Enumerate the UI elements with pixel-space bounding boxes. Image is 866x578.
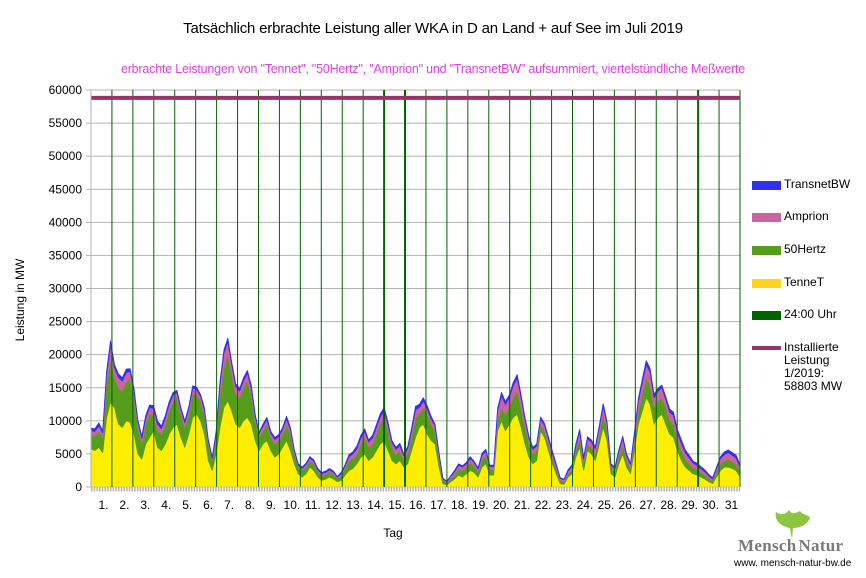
stacked-areas: [90, 337, 741, 488]
x-tick-label: 30.: [702, 498, 719, 512]
x-tick-label: 11.: [305, 498, 321, 512]
y-tick-label: 45000: [49, 182, 83, 196]
legend-item-transnetbw: TransnetBW: [752, 178, 850, 191]
y-tick-label: 20000: [49, 348, 83, 362]
x-tick-label: 27.: [639, 498, 656, 512]
y-tick-label: 15000: [49, 381, 83, 395]
x-tick-label: 16.: [409, 498, 426, 512]
y-tick-label: 10000: [49, 414, 83, 428]
legend-swatch-50hertz: [752, 246, 781, 255]
legend-swatch-transnetbw: [752, 181, 781, 190]
x-tick-label: 19.: [472, 498, 489, 512]
y-tick-label: 40000: [49, 215, 83, 229]
x-tick-label: 23.: [556, 498, 573, 512]
y-tick-label: 50000: [49, 149, 83, 163]
legend-label-line: Leistung: [784, 353, 830, 367]
x-tick-label: 7.: [224, 498, 234, 512]
x-tick-label: 1.: [98, 498, 108, 512]
x-tick-label: 17.: [430, 498, 447, 512]
x-tick-label: 8.: [245, 498, 255, 512]
legend-swatch-amprion: [752, 213, 781, 222]
legend-label: Amprion: [784, 209, 829, 223]
y-tick-label: 5000: [55, 447, 82, 461]
y-tick-label: 60000: [49, 83, 83, 97]
y-tick-label: 30000: [49, 282, 83, 296]
x-tick-label: 21.: [514, 498, 531, 512]
legend-item-50hertz: 50Hertz: [752, 243, 826, 256]
chart-subtitle: erbrachte Leistungen von "Tennet", "50He…: [120, 62, 746, 76]
legend-item-tennet: TenneT: [752, 276, 824, 289]
legend-label: Installierte Leistung 1/2019: 58803 MW: [784, 341, 842, 393]
legend-swatch-tennet: [752, 279, 781, 288]
x-tick-label: 2.: [119, 498, 129, 512]
x-tick-label: 15.: [388, 498, 405, 512]
x-tick-label: 14.: [367, 498, 384, 512]
x-tick-label: 9.: [266, 498, 276, 512]
axes: [90, 90, 740, 492]
x-tick-label: 10.: [284, 498, 301, 512]
x-tick-label: 28.: [660, 498, 677, 512]
x-tick-label: 31: [725, 498, 739, 512]
y-tick-label: 55000: [49, 116, 83, 130]
chart-title: Tatsächlich erbrachte Leistung aller WKA…: [183, 20, 683, 37]
y-tick-labels: 0 5000 10000 15000 20000 25000 30000 35000 40000…: [49, 83, 83, 494]
x-tick-label: 20.: [493, 498, 510, 512]
y-tick-label: 25000: [49, 315, 83, 329]
legend-swatch-installed-capacity: [752, 346, 781, 350]
x-tick-label: 26.: [619, 498, 636, 512]
legend-label: 50Hertz: [784, 242, 827, 256]
ginkgo-leaf-icon: [775, 510, 810, 539]
legend-label: TenneT: [784, 275, 825, 289]
x-tick-label: 18.: [451, 498, 468, 512]
legend-label-line: 1/2019:: [784, 366, 825, 380]
x-axis-label: Tag: [383, 526, 402, 540]
legend-label-line: Installierte: [784, 340, 839, 354]
x-tick-label: 29.: [681, 498, 698, 512]
logo-url: www. mensch-natur-bw.de: [734, 558, 852, 569]
x-tick-label: 22.: [535, 498, 552, 512]
legend-item-amprion: Amprion: [752, 210, 829, 223]
legend-label: TransnetBW: [784, 177, 851, 191]
legend-swatch-midnight: [752, 311, 781, 320]
logo-text: Mensch Natur: [738, 536, 844, 555]
x-tick-labels: 1. 2. 3. 4. 5. 6. 7. 8. 9. 10. 11. 12. 13. 14. 15. 16. 1…: [98, 498, 738, 512]
x-tick-label: 5.: [182, 498, 192, 512]
y-tick-label: 35000: [49, 248, 83, 262]
legend-label-line: 58803 MW: [784, 379, 843, 393]
x-tick-label: 6.: [203, 498, 213, 512]
x-tick-label: 24.: [577, 498, 594, 512]
menschnatur-logo: Mensch Natur www. mensch-natur-bw.de: [730, 510, 866, 578]
x-tick-label: 12.: [325, 498, 342, 512]
y-tick-label: 0: [75, 480, 82, 494]
legend-item-installed-capacity: Installierte Leistung 1/2019: 58803 MW: [752, 341, 842, 393]
x-tick-label: 3.: [140, 498, 150, 512]
x-tick-label: 13.: [346, 498, 363, 512]
midnight-lines: [111, 90, 741, 487]
y-axis-label: Leistung in MW: [13, 258, 27, 341]
x-tick-label: 4.: [161, 498, 171, 512]
legend-item-midnight: 24:00 Uhr: [752, 308, 837, 321]
x-tick-label: 25.: [598, 498, 615, 512]
legend-label: 24:00 Uhr: [784, 307, 837, 321]
